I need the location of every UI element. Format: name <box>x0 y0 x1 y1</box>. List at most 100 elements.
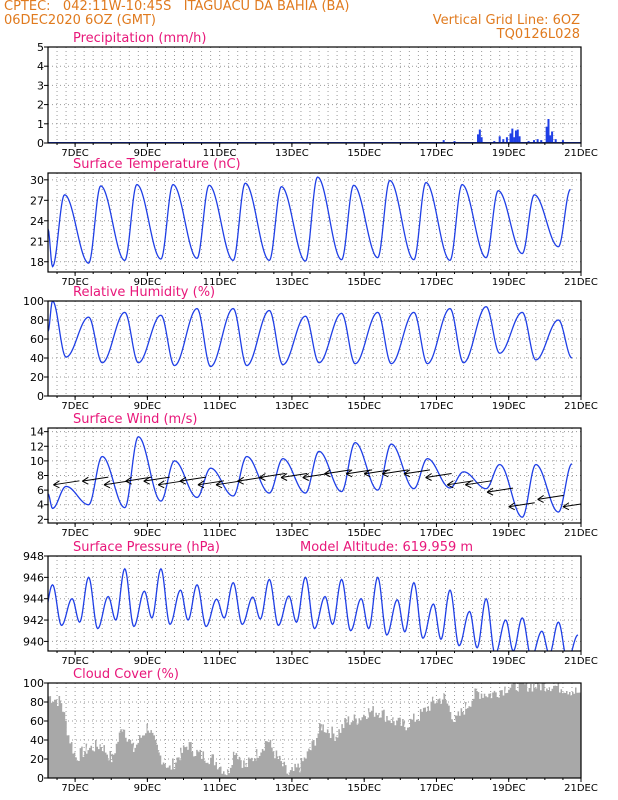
wind-arrowhead <box>562 502 570 511</box>
wind-arrowhead <box>53 480 60 489</box>
x-tick-label: 7DEC <box>61 528 88 539</box>
wind-arrowhead <box>143 476 151 485</box>
panel-frame <box>47 300 582 397</box>
x-tick-label: 9DEC <box>134 277 161 288</box>
panel-cloud: Cloud Cover (%) 0 20 40 60 80 100 7DEC 9DEC 11DEC… <box>23 667 598 794</box>
y-tick-label: 80 <box>30 314 44 327</box>
wind-line <box>48 436 573 518</box>
x-tick-label: 13DEC <box>275 528 309 539</box>
wind-arrow <box>465 480 492 486</box>
precip-bar <box>505 137 508 143</box>
wind-arrowhead <box>345 469 353 478</box>
precip-bar <box>513 137 516 143</box>
wind-arrowhead <box>215 480 223 489</box>
panel-frame <box>47 172 582 273</box>
x-tick-label: 19DEC <box>492 401 526 412</box>
wind-arrow <box>179 476 206 482</box>
wind-arrowhead <box>486 487 494 496</box>
y-tick-label: 60 <box>30 715 44 728</box>
x-tick-label: 11DEC <box>203 401 237 412</box>
wind-arrowhead <box>425 473 432 481</box>
precip-bar <box>498 136 501 143</box>
wind-arrow <box>346 469 373 475</box>
y-tick-label: 944 <box>23 593 44 606</box>
y-tick-label: 12 <box>30 440 44 453</box>
wind-arrow <box>486 487 514 493</box>
temp-line <box>48 176 571 268</box>
x-tick-label: 15DEC <box>347 528 381 539</box>
wind-arrowhead <box>324 469 331 478</box>
x-tick-label: 21DEC <box>564 528 598 539</box>
y-tick-label: 0 <box>37 390 44 403</box>
precip-bar <box>514 130 517 143</box>
precip-bar <box>502 139 505 143</box>
x-tick-label: 21DEC <box>564 148 598 159</box>
wind-arrowhead <box>125 476 132 485</box>
y-tick-label: 80 <box>30 696 44 709</box>
x-tick-label: 19DEC <box>492 528 526 539</box>
x-tick-label: 13DEC <box>275 148 309 159</box>
run-time-label: 06DEC2020 6OZ (GMT) <box>4 13 156 28</box>
panel-annotation: Model Altitude: 619.959 m <box>300 540 473 555</box>
x-tick-label: 9DEC <box>134 528 161 539</box>
y-tick-label: 14 <box>30 426 44 439</box>
wind-arrow <box>143 476 170 482</box>
cloud-area <box>48 683 581 778</box>
wind-arrow <box>562 503 581 508</box>
y-tick-label: 10 <box>30 455 44 468</box>
y-tick-label: 20 <box>30 753 44 766</box>
wind-arrow <box>280 473 308 478</box>
plot-area <box>48 567 579 651</box>
plot-area <box>48 119 581 143</box>
x-tick-label: 13DEC <box>275 783 309 794</box>
x-tick-label: 15DEC <box>347 277 381 288</box>
x-tick-label: 7DEC <box>61 656 88 667</box>
panel-rh: Relative Humidity (%) 0 20 40 60 80 100 7DEC 9DE… <box>23 285 598 412</box>
wind-arrow <box>425 473 452 478</box>
y-tick-label: 948 <box>23 550 44 563</box>
grid <box>48 173 581 272</box>
precip-bar <box>551 131 554 143</box>
precip-bar <box>540 140 543 143</box>
x-tick-label: 11DEC <box>203 528 237 539</box>
x-tick-label: 17DEC <box>420 148 454 159</box>
precip-bar <box>480 137 483 143</box>
x-tick-label: 13DEC <box>275 656 309 667</box>
wind-arrowhead <box>259 473 266 481</box>
panel-title: Surface Temperature (nC) <box>73 157 241 172</box>
panel-temp: Surface Temperature (nC) 18 21 24 27 30 7DEC 9D… <box>30 157 598 288</box>
wind-arrowhead <box>179 476 187 485</box>
wind-arrowhead <box>302 473 310 481</box>
panel-frame <box>47 682 582 779</box>
wind-arrowhead <box>103 480 111 489</box>
wind-arrowhead <box>508 502 516 511</box>
x-tick-label: 19DEC <box>492 277 526 288</box>
x-tick-label: 21DEC <box>564 783 598 794</box>
precip-bar <box>554 139 557 143</box>
precip-bar <box>536 139 539 143</box>
y-tick-label: 27 <box>30 194 44 207</box>
panel-frame <box>47 555 582 652</box>
x-tick-label: 11DEC <box>203 148 237 159</box>
wind-arrowhead <box>403 469 411 478</box>
x-tick-label: 11DEC <box>203 656 237 667</box>
panel-pres: Surface Pressure (hPa) Model Altitude: 61… <box>23 540 598 667</box>
precip-bar <box>477 134 480 143</box>
grid <box>48 301 581 396</box>
precip-bar <box>545 126 548 143</box>
x-tick-label: 7DEC <box>61 277 88 288</box>
x-tick-label: 19DEC <box>492 656 526 667</box>
x-tick-label: 15DEC <box>347 783 381 794</box>
y-tick-label: 8 <box>37 470 44 483</box>
precip-bar <box>509 133 512 143</box>
y-tick-label: 5 <box>37 41 44 54</box>
wind-arrowhead <box>363 469 371 478</box>
y-tick-label: 0 <box>37 772 44 785</box>
wind-arrow <box>447 480 474 486</box>
x-tick-label: 9DEC <box>134 656 161 667</box>
y-tick-label: 20 <box>30 371 44 384</box>
grid <box>48 428 581 523</box>
precip-bar <box>533 140 536 143</box>
model-id-label: TQ0126L028 <box>496 27 580 42</box>
x-tick-label: 21DEC <box>564 277 598 288</box>
